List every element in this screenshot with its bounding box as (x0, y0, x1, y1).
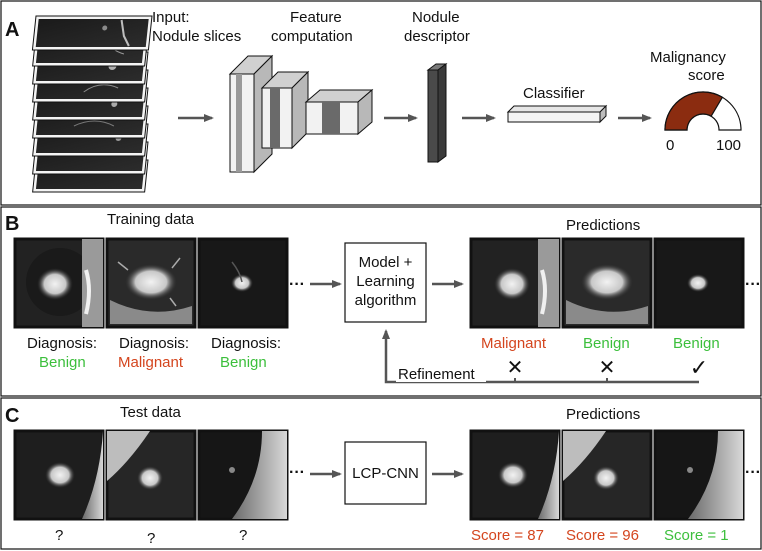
panel-c-frame (0, 397, 762, 550)
prediction-image-b3 (653, 237, 745, 329)
gauge-max-label: 100 (716, 137, 741, 154)
refinement-feedback-arrow (382, 329, 699, 384)
score-c2: Score = 96 (566, 527, 639, 544)
predictions-title-b: Predictions (566, 217, 640, 234)
training-image-2 (105, 237, 197, 329)
predictions-ellipsis-c: ··· (745, 464, 761, 481)
panel-c-letter: C (5, 405, 19, 427)
lcp-cnn-label: LCP-CNN (352, 465, 419, 482)
training-diagnosis-value-3: Benign (220, 354, 267, 371)
prediction-image-b1 (469, 237, 561, 329)
prediction-image-c1 (469, 429, 561, 521)
descriptor-label-line2: descriptor (404, 28, 470, 45)
training-diagnosis-value-1: Benign (39, 354, 86, 371)
nodule-slices-stack (31, 15, 153, 193)
malignancy-gauge (664, 91, 742, 131)
score-label-line1: Malignancy (650, 49, 726, 66)
feature-label-line2: computation (271, 28, 353, 45)
model-label-line3: algorithm (355, 292, 417, 309)
model-label-line2: Learning (356, 273, 414, 290)
test-mark-2: ? (147, 530, 155, 547)
panel-a-letter: A (5, 19, 19, 41)
training-image-3 (197, 237, 289, 329)
test-image-2 (105, 429, 197, 521)
prediction-mark-b3: ✓ (690, 355, 708, 380)
training-diagnosis-value-2: Malignant (118, 354, 184, 371)
prediction-mark-b2: ✕ (599, 357, 616, 379)
gauge-fill (664, 91, 724, 131)
panel-b-frame (0, 206, 762, 397)
feature-computation-blocks (228, 54, 374, 174)
prediction-label-b3: Benign (673, 335, 720, 352)
panel-b-letter: B (5, 213, 19, 235)
descriptor-label-line1: Nodule (412, 9, 460, 26)
prediction-label-b1: Malignant (481, 335, 547, 352)
score-c1: Score = 87 (471, 527, 544, 544)
predictions-ellipsis-b: ··· (745, 276, 761, 293)
prediction-label-b2: Benign (583, 335, 630, 352)
gauge-min-label: 0 (666, 137, 674, 154)
predictions-title-c: Predictions (566, 406, 640, 423)
test-ellipsis: ··· (289, 464, 305, 481)
model-label-line1: Model + (359, 254, 413, 271)
model-learning-box (344, 242, 427, 323)
training-diagnosis-prefix-3: Diagnosis: (211, 335, 281, 352)
slice-top (31, 15, 153, 51)
training-ellipsis: ··· (289, 276, 305, 293)
training-image-1 (13, 237, 105, 329)
test-data-title: Test data (120, 404, 182, 421)
classifier-label: Classifier (523, 85, 585, 102)
training-data-title: Training data (107, 211, 195, 228)
lcp-cnn-box (344, 441, 427, 505)
input-label-line1: Input: (152, 9, 190, 26)
feature-label-line1: Feature (290, 9, 342, 26)
feature-block-3 (304, 88, 374, 136)
test-mark-1: ? (55, 527, 63, 544)
prediction-mark-b1: ✕ (507, 357, 524, 379)
training-diagnosis-prefix-2: Diagnosis: (119, 335, 189, 352)
prediction-image-b2 (561, 237, 653, 329)
input-label-line2: Nodule slices (152, 28, 241, 45)
prediction-image-c3 (653, 429, 745, 521)
classifier-bar (506, 104, 608, 124)
nodule-descriptor-bar (426, 63, 448, 163)
score-label-line2: score (688, 67, 725, 84)
refinement-label-bg (396, 364, 486, 382)
test-image-1 (13, 429, 105, 521)
training-diagnosis-prefix-1: Diagnosis: (27, 335, 97, 352)
panel-a-frame (0, 0, 762, 206)
score-c3: Score = 1 (664, 527, 729, 544)
test-mark-3: ? (239, 527, 247, 544)
prediction-image-c2 (561, 429, 653, 521)
test-image-3 (197, 429, 289, 521)
refinement-label: Refinement (398, 366, 476, 383)
feature-block-2 (260, 70, 310, 150)
